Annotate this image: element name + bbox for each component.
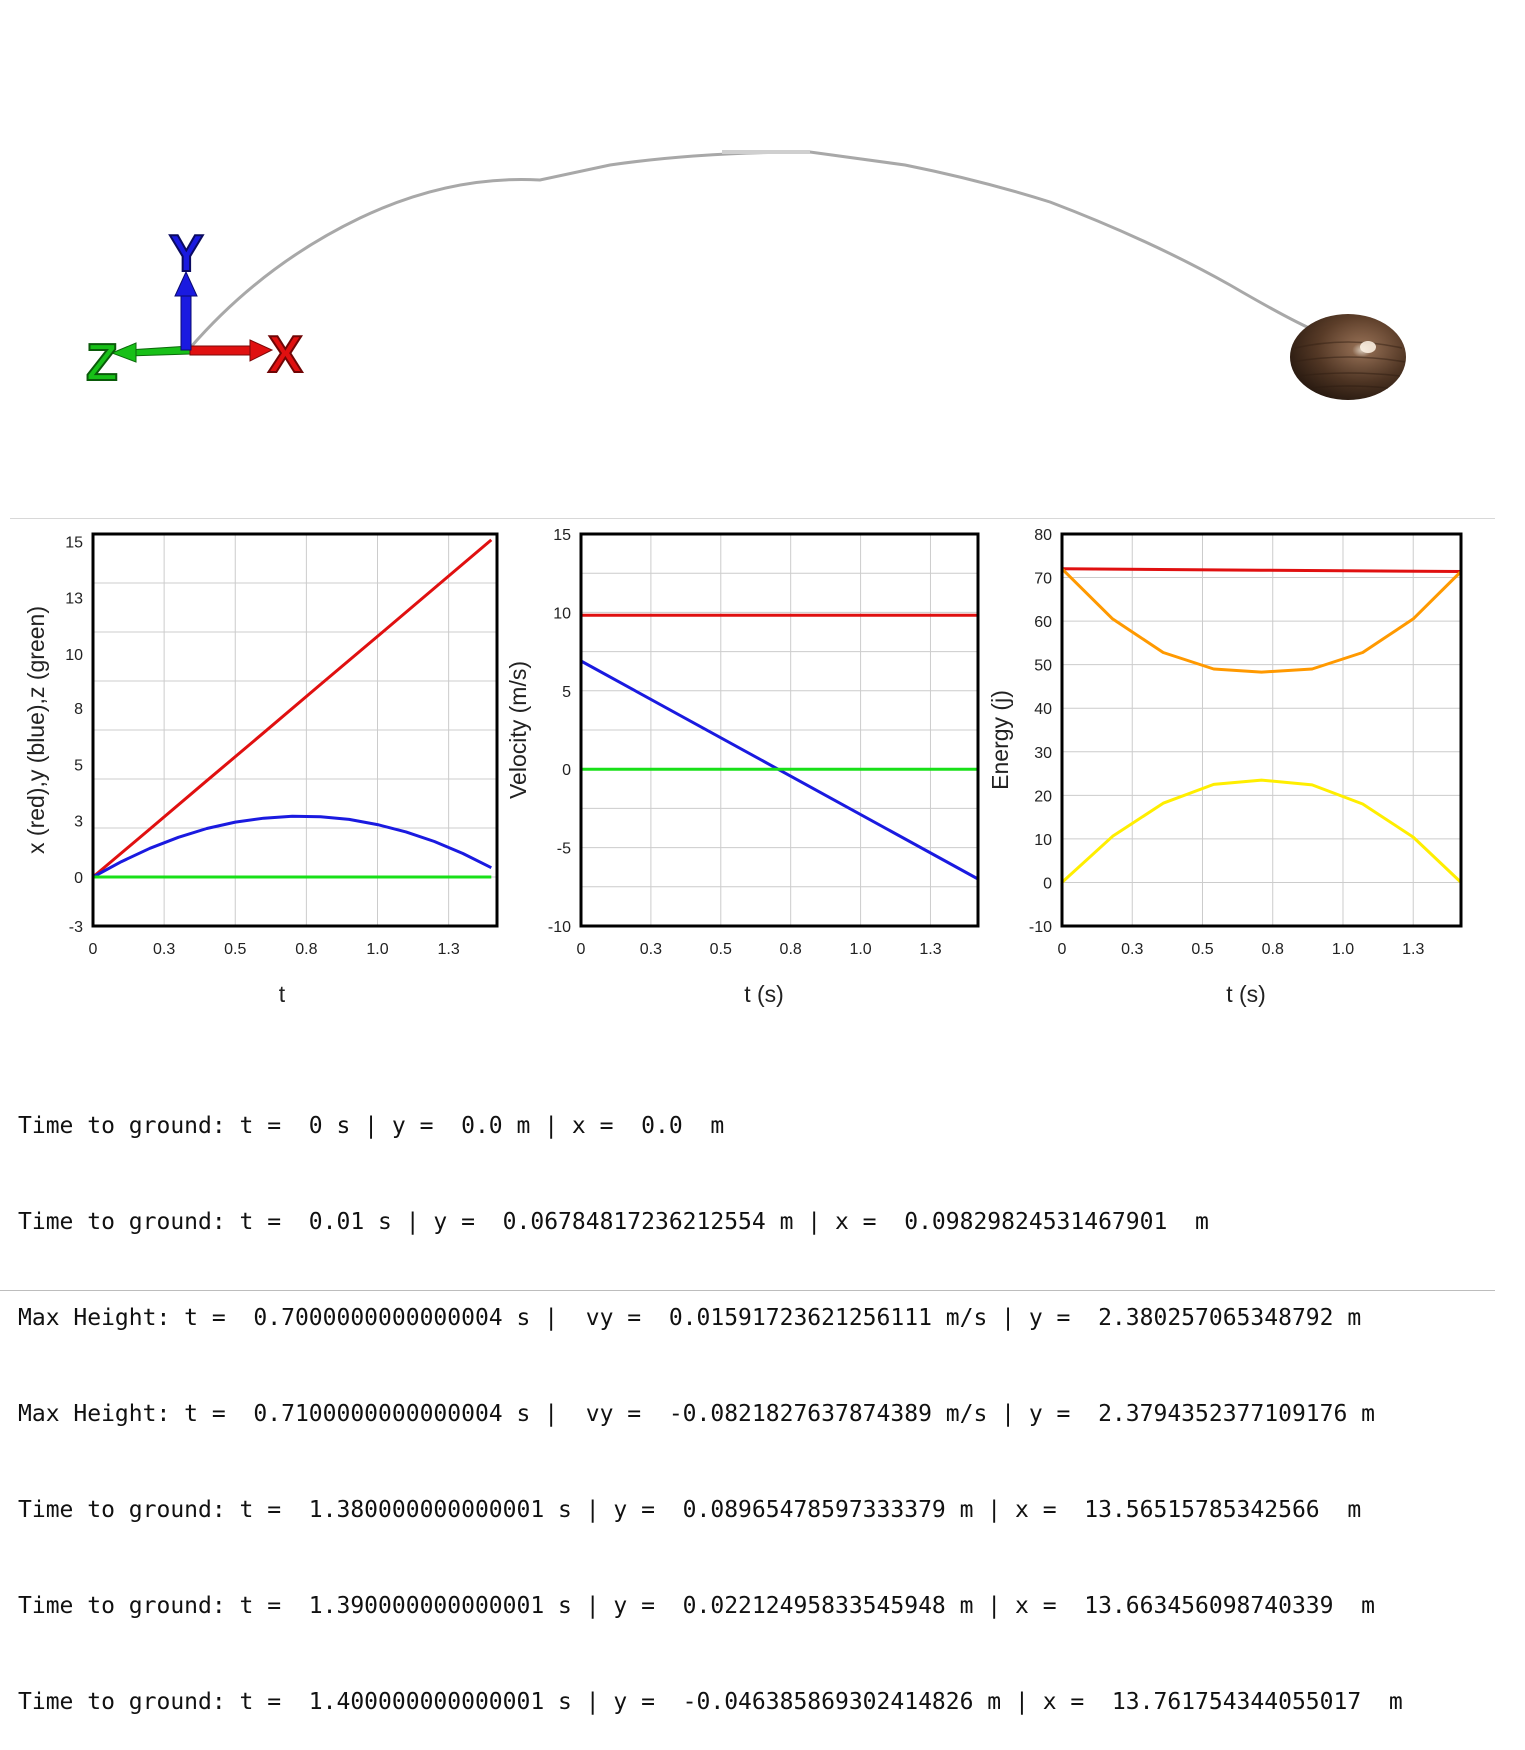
x-tick-label: 0.8: [295, 941, 317, 958]
console-line: Max Height: t = 0.7000000000000004 s | v…: [18, 1305, 1362, 1331]
y-tick-label: 20: [1034, 788, 1052, 805]
y-tick-label: -3: [69, 919, 83, 936]
console-line: Time to ground: t = 0.01 s | y = 0.06784…: [18, 1209, 1209, 1235]
trail-highlight: [722, 150, 810, 154]
y-axis-title: x (red),y (blue),z (green): [23, 606, 49, 854]
projectile-scene[interactable]: Y X Z: [0, 0, 1525, 515]
x-tick-label: 0.8: [1262, 941, 1284, 958]
console-line: Time to ground: t = 1.390000000000001 s …: [18, 1593, 1376, 1619]
axis-label-y: Y: [169, 225, 204, 283]
x-tick-label: 0.3: [640, 941, 662, 958]
y-tick-label: 0: [74, 870, 83, 887]
y-axis-title: Velocity (m/s): [505, 661, 531, 799]
energy-chart: 0 0.3 0.5 0.8 1.0 1.3 -10 0 10 20 30 40 50 60 70 80 Ene…: [987, 527, 1463, 1007]
y-tick-label: 15: [65, 534, 83, 551]
chart-frame: [91, 532, 499, 928]
y-tick-label: 0: [1043, 875, 1052, 892]
console-line: Max Height: t = 0.7100000000000004 s | v…: [18, 1401, 1376, 1427]
trajectory-trail: [188, 150, 1319, 349]
x-axis-title: t (s): [744, 981, 784, 1007]
chart-frame: [1060, 532, 1463, 928]
x-tick-label: 0.5: [1191, 941, 1213, 958]
x-tick-label: 0.5: [710, 941, 732, 958]
x-axis-title: t (s): [1226, 981, 1266, 1007]
series-line: [1060, 567, 1463, 674]
position-chart: 0 0.3 0.5 0.8 1.0 1.3 -3 0 3 5 8 10 13 15 x (red),y (…: [23, 532, 499, 1007]
x-tick-label: 0.3: [153, 941, 175, 958]
y-tick-label: 10: [1034, 832, 1052, 849]
y-tick-label: 5: [74, 757, 83, 774]
series-line: [92, 538, 493, 879]
velocity-chart: 0 0.3 0.5 0.8 1.0 1.3 -10 -5 0 5 10 15 Velocity (m/…: [505, 527, 980, 1007]
y-tick-label: 70: [1034, 571, 1052, 588]
x-tick-label: 0: [89, 941, 98, 958]
console-line: Time to ground: t = 0 s | y = 0.0 m | x …: [18, 1113, 725, 1139]
x-tick-label: 0: [1058, 941, 1067, 958]
series-line: [1061, 567, 1462, 573]
axis-label-x: X: [268, 326, 303, 384]
x-tick-label: 0: [577, 941, 586, 958]
console-divider: [0, 1290, 1495, 1291]
scene-divider: [10, 518, 1495, 519]
x-tick-label: 1.3: [919, 941, 941, 958]
y-tick-label: 8: [74, 701, 83, 718]
x-tick-label: 1.3: [1402, 941, 1424, 958]
y-tick-label: 5: [562, 684, 571, 701]
y-tick-label: 0: [562, 762, 571, 779]
y-tick-label: 3: [74, 814, 83, 831]
x-tick-label: 0.8: [780, 941, 802, 958]
x-tick-label: 1.0: [1332, 941, 1354, 958]
axis-label-z: Z: [86, 334, 118, 392]
series-line: [1060, 778, 1463, 884]
x-tick-label: 1.3: [438, 941, 460, 958]
y-tick-label: 40: [1034, 701, 1052, 718]
x-tick-label: 0.3: [1121, 941, 1143, 958]
y-tick-label: 30: [1034, 745, 1052, 762]
y-axis-title: Energy (j): [987, 690, 1013, 790]
y-tick-label: 50: [1034, 658, 1052, 675]
console-line: Time to ground: t = 1.400000000000001 s …: [18, 1689, 1403, 1715]
x-tick-label: 1.0: [366, 941, 388, 958]
console-line: Time to ground: t = 1.380000000000001 s …: [18, 1497, 1362, 1523]
wooden-ball-icon: [1290, 314, 1406, 400]
x-tick-label: 1.0: [849, 941, 871, 958]
x-tick-label: 0.5: [224, 941, 246, 958]
y-tick-label: 13: [65, 591, 83, 608]
x-axis-title: t: [279, 981, 286, 1007]
y-tick-label: -10: [1029, 919, 1052, 936]
y-tick-label: -5: [557, 841, 571, 858]
y-tick-label: -10: [548, 919, 571, 936]
chart-frame: [579, 532, 980, 928]
y-tick-label: 80: [1034, 527, 1052, 544]
y-tick-label: 15: [553, 527, 571, 544]
console-output: Time to ground: t = 0 s | y = 0.0 m | x …: [18, 1046, 1403, 1750]
series-line: [92, 814, 492, 879]
y-tick-label: 10: [65, 647, 83, 664]
y-tick-label: 60: [1034, 614, 1052, 631]
y-tick-label: 10: [553, 605, 571, 622]
axes-gizmo-icon: Y X Z: [85, 224, 304, 393]
